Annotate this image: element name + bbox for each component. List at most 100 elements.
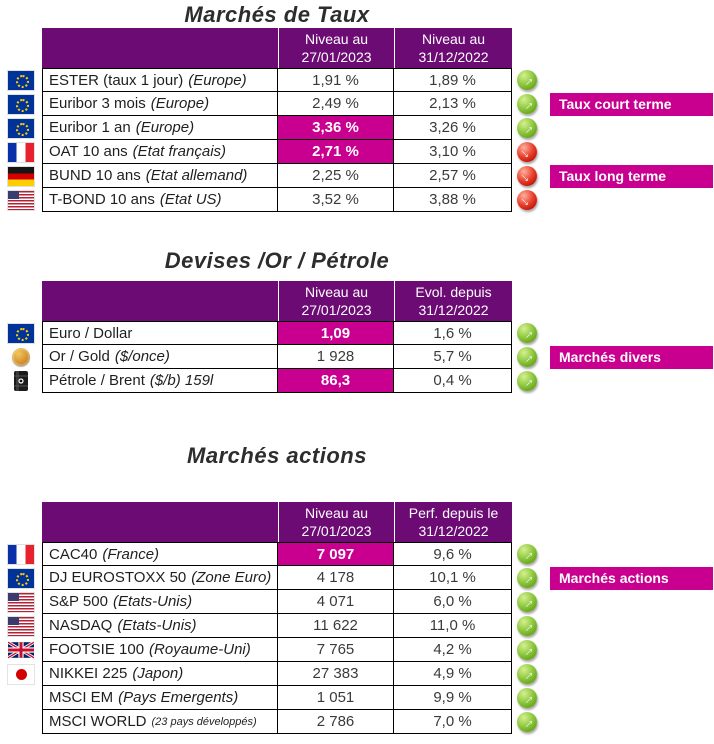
trend-cell	[512, 164, 542, 188]
table-row: BUND 10 ans (Etat allemand) 2,25 % 2,57 %	[0, 164, 714, 188]
eu-flag-icon	[8, 323, 34, 343]
trend-up-icon	[517, 640, 537, 660]
trend-up-icon	[517, 94, 537, 114]
instrument-note: (Europe)	[135, 119, 195, 136]
gold-coin-icon	[12, 348, 30, 366]
instrument-note: (Royaume-Uni)	[149, 641, 251, 658]
instrument-note: (Europe)	[188, 71, 247, 89]
table-actions-header: Niveau au 27/01/2023 Perf. depuis le 31/…	[42, 502, 512, 542]
eu-flag-icon	[8, 118, 34, 138]
header-empty-cell	[42, 502, 278, 542]
instrument-label-cell: BUND 10 ans (Etat allemand)	[42, 164, 278, 188]
flag-cell	[0, 662, 42, 686]
eu-flag-icon	[8, 568, 34, 588]
trend-up-icon	[517, 347, 537, 367]
table-row: S&P 500 (Etats-Unis) 4 071 6,0 %	[0, 590, 714, 614]
trend-up-icon	[517, 712, 537, 732]
trend-cell	[512, 68, 542, 92]
table-row: Euribor 1 an (Europe) 3,36 % 3,26 %	[0, 116, 714, 140]
instrument-name: Pétrole / Brent	[49, 372, 145, 389]
table-devises-body: Euro / Dollar 1,09 1,6 % Or / Gold($/onc…	[0, 321, 714, 393]
instrument-name: MSCI EM	[49, 689, 114, 706]
france-flag-icon	[8, 142, 34, 162]
instrument-name: MSCI WORLD	[49, 713, 147, 730]
flag-cell	[0, 542, 42, 566]
value-previous-cell: 3,88 %	[394, 188, 512, 212]
instrument-name: T-BOND 10 ans	[49, 191, 155, 208]
table-row: Euro / Dollar 1,09 1,6 %	[0, 321, 714, 345]
instrument-note: (Etats-Unis)	[117, 617, 197, 634]
value-current-cell: 27 383	[278, 662, 394, 686]
value-current-cell: 4 071	[278, 590, 394, 614]
section-title-taux: Marchés de Taux	[184, 2, 370, 27]
trend-cell	[512, 140, 542, 164]
instrument-label-cell: MSCI WORLD (23 pays développés)	[42, 710, 278, 734]
value-current-cell: 4 178	[278, 566, 394, 590]
value-evolution-cell: 0,4 %	[394, 369, 512, 393]
value-perf-cell: 9,9 %	[394, 686, 512, 710]
header-col-niveau-2701: Niveau au 27/01/2023	[278, 28, 394, 68]
value-current-cell: 2 786	[278, 710, 394, 734]
instrument-label-cell: FOOTSIE 100 (Royaume-Uni)	[42, 638, 278, 662]
instrument-note: ($/b) 159l	[149, 372, 214, 389]
trend-cell	[512, 662, 542, 686]
instrument-label-cell: DJ EUROSTOXX 50 (Zone Euro)	[42, 566, 278, 590]
instrument-note: (Etats-Unis)	[112, 593, 193, 610]
flag-cell	[0, 321, 42, 345]
flag-cell	[0, 140, 42, 164]
instrument-label-cell: NASDAQ (Etats-Unis)	[42, 614, 278, 638]
trend-cell	[512, 710, 542, 734]
instrument-name: NASDAQ	[49, 617, 113, 634]
value-evolution-cell: 5,7 %	[394, 345, 512, 369]
uk-flag-icon	[8, 641, 34, 659]
table-row: Euribor 3 mois (Europe) 2,49 % 2,13 %	[0, 92, 714, 116]
commodity-cell	[0, 345, 42, 369]
table-row: T-BOND 10 ans (Etat US) 3,52 % 3,88 %	[0, 188, 714, 212]
trend-down-icon	[517, 190, 537, 210]
value-previous-cell: 1,89 %	[394, 68, 512, 92]
us-flag-icon	[8, 190, 34, 210]
value-current-cell: 2,71 %	[278, 140, 394, 164]
instrument-name: FOOTSIE 100	[49, 641, 145, 658]
trend-cell	[512, 369, 542, 393]
table-row: NASDAQ (Etats-Unis) 11 622 11,0 %	[0, 614, 714, 638]
header-empty-cell	[42, 28, 278, 68]
flag-cell	[0, 188, 42, 212]
table-row: OAT 10 ans (Etat français) 2,71 % 3,10 %	[0, 140, 714, 164]
instrument-label-cell: ESTER (taux 1 jour) (Europe)	[42, 68, 278, 92]
us-flag-icon	[8, 616, 34, 636]
instrument-label-cell: T-BOND 10 ans (Etat US)	[42, 188, 278, 212]
value-current-cell: 7 097	[278, 542, 394, 566]
table-row: CAC40 (France) 7 097 9,6 %	[0, 542, 714, 566]
value-perf-cell: 4,9 %	[394, 662, 512, 686]
instrument-label-cell: Pétrole / Brent ($/b) 159l	[42, 369, 278, 393]
instrument-label-cell: Or / Gold ($/once)	[42, 345, 278, 369]
flag-cell	[0, 686, 42, 710]
header-col-niveau-2701: Niveau au 27/01/2023	[278, 281, 394, 321]
trend-cell	[512, 638, 542, 662]
trend-cell	[512, 321, 542, 345]
eu-flag-icon	[8, 70, 34, 90]
flag-cell	[0, 92, 42, 116]
instrument-name: CAC40	[49, 545, 98, 563]
instrument-label-cell: S&P 500 (Etats-Unis)	[42, 590, 278, 614]
instrument-name: OAT 10 ans	[49, 143, 128, 160]
side-label-marches-divers: Marchés divers	[550, 346, 713, 369]
value-perf-cell: 7,0 %	[394, 710, 512, 734]
table-row: ESTER (taux 1 jour) (Europe) 1,91 % 1,89 …	[0, 68, 714, 92]
table-row: MSCI WORLD (23 pays développés) 2 786 7,0…	[0, 710, 714, 734]
instrument-label-cell: Euro / Dollar	[42, 321, 278, 345]
value-previous-cell: 2,13 %	[394, 92, 512, 116]
flag-cell	[0, 614, 42, 638]
flag-cell	[0, 590, 42, 614]
trend-down-icon	[517, 166, 537, 186]
value-current-cell: 2,25 %	[278, 164, 394, 188]
trend-up-icon	[517, 688, 537, 708]
instrument-name: Euro / Dollar	[49, 324, 133, 342]
table-row: Pétrole / Brent ($/b) 159l 86,3 0,4 %	[0, 369, 714, 393]
us-flag-icon	[8, 592, 34, 612]
header-col-perf-3112: Perf. depuis le 31/12/2022	[394, 502, 512, 542]
trend-cell	[512, 188, 542, 212]
instrument-label-cell: OAT 10 ans (Etat français)	[42, 140, 278, 164]
germany-flag-icon	[8, 166, 34, 186]
